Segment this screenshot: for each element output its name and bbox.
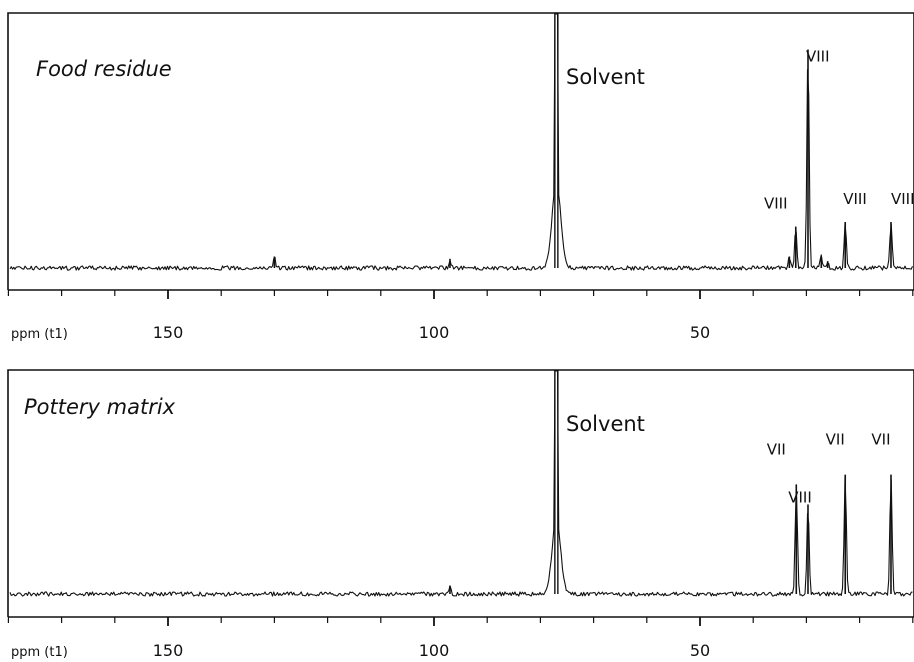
x-tick-label: 150 [153, 641, 184, 660]
panel-title: Pottery matrix [24, 395, 176, 419]
x-tick-label: 150 [153, 323, 184, 342]
solvent-label: Solvent [566, 65, 645, 89]
x-tick-label: 50 [690, 641, 710, 660]
peak-label: VIII [891, 190, 914, 208]
x-axis-label: ppm (t1) [11, 327, 68, 342]
peak-label: VIII [806, 48, 830, 66]
x-tick-label: 100 [419, 323, 450, 342]
peak-label: VIII [843, 190, 867, 208]
panel-title: Food residue [36, 57, 172, 81]
solvent-label: Solvent [566, 412, 645, 436]
peak-label: VIII [764, 195, 788, 213]
peak-label: VII [871, 431, 890, 449]
spectrum-trace [9, 370, 913, 597]
spectrum-trace [9, 13, 914, 271]
x-tick-label: 100 [419, 641, 450, 660]
panel-frame [7, 369, 914, 617]
peak-label: VII [826, 431, 845, 449]
spectrum-panel-1: 150 100 50 ppm (t1) Food residue Solvent VIII V… [7, 12, 914, 342]
peak-label: VII [767, 441, 786, 459]
x-tick-label: 50 [690, 323, 710, 342]
x-axis-label: ppm (t1) [11, 645, 68, 660]
panel-frame [7, 12, 914, 290]
spectrum-panel-2: 150 100 50 ppm (t1) Pottery matrix Solvent VII… [7, 369, 914, 660]
peak-label: VIII [788, 488, 812, 506]
